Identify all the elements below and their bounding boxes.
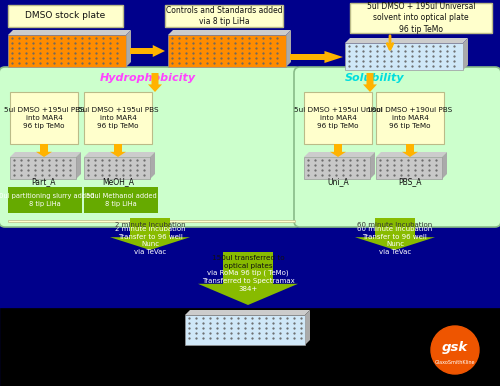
Bar — [376, 92, 444, 144]
Polygon shape — [168, 30, 291, 35]
Text: 5ul DMSO +195ul Unisol
into MAR4
96 tip TeMo: 5ul DMSO +195ul Unisol into MAR4 96 tip … — [294, 107, 382, 129]
Text: Solubility: Solubility — [345, 73, 405, 83]
Polygon shape — [345, 38, 468, 43]
Text: Uni_A: Uni_A — [327, 178, 349, 186]
Bar — [10, 157, 76, 179]
Circle shape — [431, 326, 479, 374]
Bar — [8, 5, 123, 27]
Text: 10ul DMSO +190ul PBS
into MAR4
96 tip TeMo: 10ul DMSO +190ul PBS into MAR4 96 tip Te… — [368, 107, 452, 129]
Bar — [10, 92, 78, 144]
Bar — [185, 315, 305, 345]
Polygon shape — [36, 144, 52, 157]
Polygon shape — [290, 51, 343, 63]
Bar — [304, 92, 372, 144]
Text: Controls and Standards added
via 8 tip LiHa: Controls and Standards added via 8 tip L… — [166, 6, 282, 26]
Text: 60 minute Incubation: 60 minute Incubation — [358, 222, 432, 228]
Polygon shape — [110, 144, 126, 157]
Text: 150ul transferred to
optical plates: 150ul transferred to optical plates — [212, 255, 284, 269]
Polygon shape — [130, 45, 165, 57]
Bar — [350, 3, 492, 33]
Text: Part_A: Part_A — [32, 178, 56, 186]
Bar — [376, 157, 442, 179]
Polygon shape — [286, 30, 291, 67]
Text: 2 minute Incubation
Transfer to 96 well
Nunc
via TeVac: 2 minute Incubation Transfer to 96 well … — [114, 226, 186, 255]
Text: 50ul partitioning slurry added
8 tip LiHa: 50ul partitioning slurry added 8 tip LiH… — [0, 193, 95, 207]
Text: PBS_A: PBS_A — [398, 178, 422, 186]
Polygon shape — [330, 144, 346, 157]
Text: via RoMa 96 tip ( TeMo)
Transferred to Spectramax
384+: via RoMa 96 tip ( TeMo) Transferred to S… — [202, 270, 294, 292]
Bar — [84, 157, 150, 179]
Bar — [8, 35, 126, 67]
Bar — [168, 35, 286, 67]
Polygon shape — [110, 218, 190, 250]
Polygon shape — [198, 252, 298, 305]
Text: 5ul DMSO + 195ul Universal
solvent into optical plate
96 tip TeMo: 5ul DMSO + 195ul Universal solvent into … — [366, 2, 476, 34]
Text: 50ul Methanol added
8 tip LiHa: 50ul Methanol added 8 tip LiHa — [86, 193, 156, 207]
Polygon shape — [185, 310, 310, 315]
Polygon shape — [84, 152, 155, 157]
FancyBboxPatch shape — [0, 67, 301, 227]
Text: MeOH_A: MeOH_A — [102, 178, 134, 186]
Polygon shape — [76, 152, 81, 179]
Polygon shape — [150, 152, 155, 179]
Polygon shape — [363, 73, 377, 92]
Polygon shape — [355, 218, 435, 250]
Text: 5ul DMSO +195ul PBS
into MAR4
96 tip TeMo: 5ul DMSO +195ul PBS into MAR4 96 tip TeM… — [4, 107, 84, 129]
Text: 2 minute Incubation: 2 minute Incubation — [114, 222, 186, 228]
Polygon shape — [463, 38, 468, 70]
Bar — [304, 157, 370, 179]
FancyBboxPatch shape — [294, 67, 500, 227]
Bar — [84, 187, 158, 213]
Polygon shape — [305, 310, 310, 345]
Polygon shape — [148, 73, 162, 92]
Bar — [165, 5, 283, 27]
Polygon shape — [304, 152, 375, 157]
Polygon shape — [402, 144, 418, 157]
Text: gsk: gsk — [442, 342, 468, 354]
Bar — [345, 43, 463, 70]
Polygon shape — [10, 152, 81, 157]
Bar — [8, 220, 295, 222]
Polygon shape — [442, 152, 447, 179]
Polygon shape — [126, 30, 131, 67]
Bar — [84, 92, 152, 144]
Text: 60 minute Incubation
Transfer to 96 well
Nunc
via TeVac: 60 minute Incubation Transfer to 96 well… — [358, 226, 432, 255]
Bar — [0, 308, 500, 386]
Text: 5ul DMSO +195ul PBS
into MAR4
96 tip TeMo: 5ul DMSO +195ul PBS into MAR4 96 tip TeM… — [78, 107, 158, 129]
Bar — [8, 187, 82, 213]
Polygon shape — [370, 152, 375, 179]
Text: GlaxoSmithKline: GlaxoSmithKline — [435, 359, 475, 364]
Polygon shape — [376, 152, 447, 157]
Text: DMSO stock plate: DMSO stock plate — [25, 12, 105, 20]
Text: Hydrophobicity: Hydrophobicity — [100, 73, 196, 83]
Polygon shape — [8, 30, 131, 35]
